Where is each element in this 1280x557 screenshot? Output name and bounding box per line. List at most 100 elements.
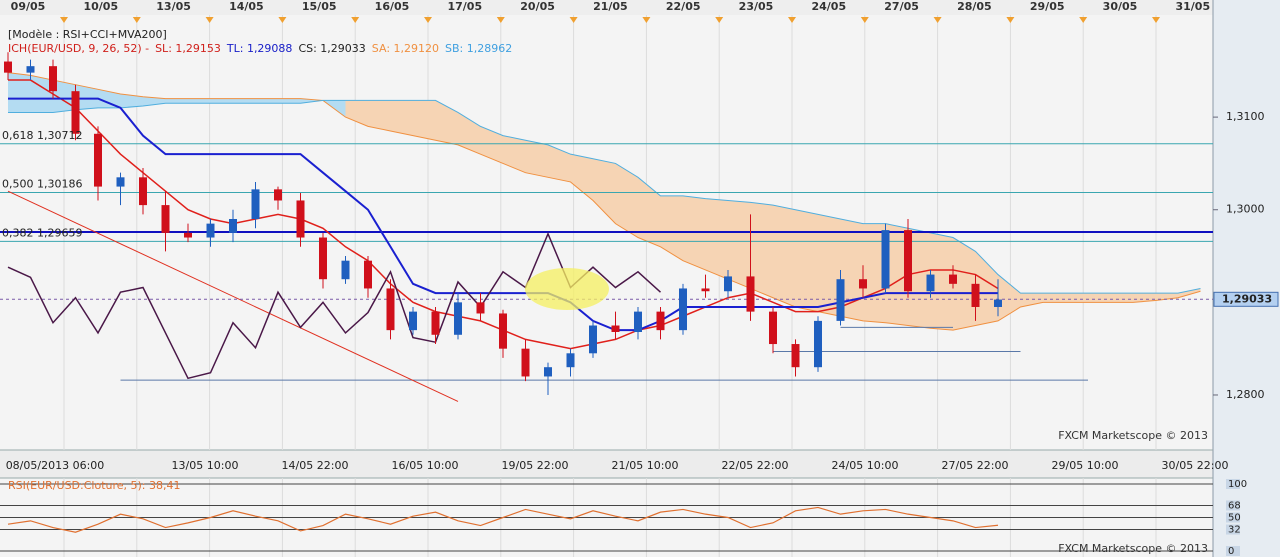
date-label: 22/05 bbox=[666, 0, 701, 13]
cloud-fill bbox=[345, 100, 368, 127]
time-label: 29/05 10:00 bbox=[1052, 459, 1119, 472]
date-marker bbox=[788, 17, 796, 23]
date-marker bbox=[860, 17, 869, 23]
time-label: 22/05 22:00 bbox=[722, 459, 789, 472]
date-label: 21/05 bbox=[593, 0, 628, 13]
date-label: 24/05 bbox=[811, 0, 846, 13]
cloud-fill bbox=[435, 100, 458, 145]
date-marker bbox=[278, 17, 287, 23]
rsi-line bbox=[7, 506, 999, 533]
cloud-fill bbox=[120, 93, 143, 108]
candle-body bbox=[949, 274, 957, 284]
date-marker bbox=[205, 17, 214, 23]
date-label: 31/05 bbox=[1175, 0, 1210, 13]
time-label: 24/05 10:00 bbox=[832, 459, 899, 472]
grid bbox=[0, 15, 1218, 557]
candle-body bbox=[184, 232, 192, 238]
cloud-fill bbox=[750, 202, 773, 298]
date-label: 27/05 bbox=[884, 0, 919, 13]
candle-body bbox=[296, 200, 305, 238]
candle-body bbox=[814, 320, 822, 368]
indicator-line bbox=[8, 97, 998, 332]
candle-body bbox=[4, 61, 12, 73]
candle-body bbox=[679, 288, 687, 331]
candle-body bbox=[274, 189, 282, 201]
cloud-fill bbox=[8, 72, 31, 113]
cloud-fill bbox=[165, 98, 188, 104]
time-label: 14/05 22:00 bbox=[282, 459, 349, 472]
cloud-fill bbox=[1155, 293, 1178, 301]
watermark: FXCM Marketscope © 2013 bbox=[1058, 542, 1208, 555]
cloud-fill bbox=[368, 100, 391, 132]
candle-body bbox=[49, 66, 57, 92]
candle-body bbox=[341, 260, 350, 280]
candle-body bbox=[94, 133, 102, 187]
cloud-fill bbox=[1178, 288, 1201, 298]
cloud-fill bbox=[390, 100, 413, 136]
candle-body bbox=[161, 205, 170, 233]
candle-body bbox=[656, 311, 665, 331]
date-marker bbox=[1006, 17, 1015, 23]
indicator-line bbox=[7, 231, 662, 380]
date-label: 30/05 bbox=[1103, 0, 1138, 13]
date-label: 09/05 bbox=[11, 0, 46, 13]
legend-entry: CS: 1,29033 bbox=[298, 42, 365, 55]
cloud-fill bbox=[593, 158, 616, 224]
time-label: 13/05 10:00 bbox=[172, 459, 239, 472]
date-marker bbox=[1079, 17, 1088, 23]
cloud-fill bbox=[975, 251, 998, 326]
cloud-span-b bbox=[8, 99, 1201, 294]
cloud-fill bbox=[930, 232, 953, 331]
candle-body bbox=[769, 311, 777, 345]
candle-body bbox=[521, 348, 530, 377]
candle-body bbox=[26, 66, 35, 73]
date-marker bbox=[569, 17, 578, 23]
rsi-tick-box bbox=[1226, 500, 1240, 511]
legend: ICH(EUR/USD, 9, 26, 52) - SL: 1,29153 TL: … bbox=[8, 42, 512, 55]
candles bbox=[4, 52, 1002, 395]
candle-body bbox=[454, 302, 462, 335]
cloud-fill bbox=[863, 223, 886, 323]
cloud-fill bbox=[818, 214, 841, 317]
right-axis bbox=[1213, 0, 1280, 557]
time-label: 30/05 22:00 bbox=[1162, 459, 1229, 472]
cloud-fill bbox=[885, 223, 908, 326]
time-label: 19/05 22:00 bbox=[502, 459, 569, 472]
legend-entry: ICH(EUR/USD, 9, 26, 52) - bbox=[8, 42, 149, 55]
cloud-fill bbox=[548, 144, 571, 182]
time-label: 21/05 10:00 bbox=[612, 459, 679, 472]
rsi-tick-box bbox=[1226, 479, 1240, 489]
cloud-fill bbox=[1043, 293, 1066, 303]
fib-label: 0,382 1,29659 bbox=[2, 226, 82, 239]
candle-body bbox=[701, 288, 710, 292]
candle-body bbox=[71, 91, 80, 134]
candle-body bbox=[724, 276, 732, 292]
candle-body bbox=[836, 279, 845, 321]
candle-body bbox=[971, 283, 980, 307]
rsi-tick-box bbox=[1226, 546, 1240, 556]
cloud bbox=[7, 72, 1201, 331]
watermark: FXCM Marketscope © 2013 bbox=[1058, 429, 1208, 442]
candle-body bbox=[926, 274, 935, 292]
cloud-fill bbox=[953, 237, 976, 331]
cloud-fill bbox=[255, 98, 278, 104]
cloud-fill bbox=[233, 98, 256, 104]
candle-body bbox=[904, 230, 912, 292]
y-tick-label: 1,3100 bbox=[1226, 110, 1265, 123]
date-marker bbox=[933, 17, 942, 23]
time-label: 16/05 10:00 bbox=[392, 459, 459, 472]
cloud-fill bbox=[503, 135, 526, 173]
rsi-tick-box bbox=[1226, 512, 1240, 523]
date-label: 20/05 bbox=[520, 0, 555, 13]
candle-body bbox=[499, 313, 507, 349]
date-strip bbox=[0, 0, 1213, 15]
candle-body bbox=[476, 302, 485, 314]
rsi-tick-box bbox=[1226, 524, 1240, 535]
candle-body bbox=[791, 344, 800, 368]
candle-body bbox=[409, 311, 417, 331]
cloud-fill bbox=[570, 154, 593, 201]
date-marker bbox=[642, 17, 651, 23]
candle-body bbox=[589, 325, 597, 354]
